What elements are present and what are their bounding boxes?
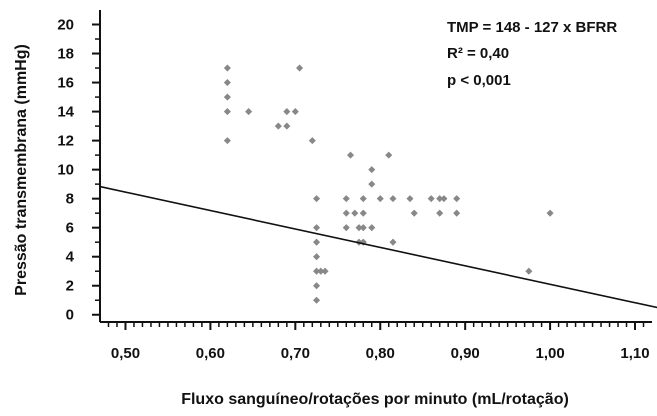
data-point <box>359 195 367 203</box>
data-point <box>440 195 448 203</box>
data-point <box>223 64 231 72</box>
data-point <box>223 93 231 101</box>
data-point <box>313 296 321 304</box>
annotation-p-value: p < 0,001 <box>447 72 511 89</box>
data-point <box>313 238 321 246</box>
x-axis-label: Fluxo sanguíneo/rotações por minuto (mL/… <box>181 391 569 408</box>
x-tick-label: 0,50 <box>111 345 140 362</box>
data-point <box>223 79 231 87</box>
y-tick-label: 2 <box>66 278 74 295</box>
x-tick-label: 1,10 <box>620 345 649 362</box>
data-point <box>453 195 461 203</box>
data-point <box>308 137 316 145</box>
y-tick-label: 20 <box>57 17 74 34</box>
data-point <box>283 108 291 116</box>
data-point <box>385 151 393 159</box>
data-point <box>291 108 299 116</box>
x-tick-label: 0,70 <box>281 345 310 362</box>
data-point <box>317 267 325 275</box>
annotation-equation: TMP = 148 - 127 x BFRR <box>447 19 617 36</box>
data-point <box>342 195 350 203</box>
data-point <box>346 151 355 159</box>
data-point <box>389 195 397 203</box>
data-point <box>427 195 435 203</box>
data-point <box>389 238 397 246</box>
data-point <box>368 224 376 232</box>
x-tick-label: 0,60 <box>196 345 225 362</box>
y-tick-label: 4 <box>66 249 75 266</box>
data-point <box>313 267 321 275</box>
data-point <box>283 122 291 130</box>
data-point <box>223 108 231 116</box>
y-tick-label: 10 <box>57 162 74 179</box>
data-point <box>342 224 350 232</box>
data-point <box>546 209 554 217</box>
data-point <box>245 108 253 116</box>
x-ticks: 0,50 0,60 0,70 0,80 0,90 1,00 1,10 <box>107 322 650 362</box>
y-tick-label: 8 <box>66 191 74 208</box>
y-tick-label: 14 <box>57 104 74 121</box>
data-point <box>410 209 418 217</box>
data-point <box>274 122 282 130</box>
data-point <box>376 195 384 203</box>
data-point <box>368 166 376 174</box>
data-point <box>342 209 350 217</box>
data-point <box>313 195 321 203</box>
data-point <box>313 253 321 261</box>
data-point <box>313 282 321 290</box>
data-point <box>368 180 376 188</box>
data-point <box>525 267 533 275</box>
data-point <box>321 267 329 275</box>
data-point <box>296 64 304 72</box>
data-point <box>359 224 367 232</box>
data-point <box>313 224 321 232</box>
y-tick-label: 18 <box>57 46 74 63</box>
data-point <box>351 209 359 217</box>
data-point <box>406 195 414 203</box>
y-tick-label: 0 <box>66 307 74 324</box>
y-tick-label: 6 <box>66 220 74 237</box>
data-point <box>436 195 444 203</box>
regression-line <box>99 185 657 309</box>
data-point <box>359 209 367 217</box>
data-point <box>223 137 231 145</box>
data-point <box>453 209 461 217</box>
data-point <box>436 209 444 217</box>
y-ticks: 0 2 4 6 8 10 12 14 16 18 20 <box>57 17 100 324</box>
points-layer <box>223 64 554 304</box>
y-axis-label: Pressão transmembrana (mmHg) <box>13 44 30 296</box>
x-tick-label: 0,90 <box>451 345 480 362</box>
y-tick-label: 16 <box>57 75 74 92</box>
x-tick-label: 0,80 <box>366 345 395 362</box>
data-point <box>355 224 363 232</box>
x-tick-label: 1,00 <box>535 345 564 362</box>
annotation-r-squared: R² = 0,40 <box>447 45 509 62</box>
y-tick-label: 12 <box>57 133 74 150</box>
